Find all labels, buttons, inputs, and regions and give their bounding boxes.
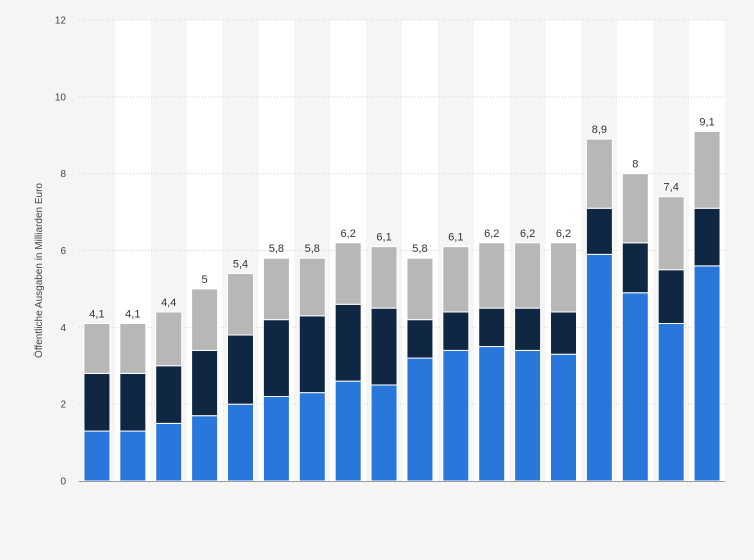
data-labels: 4,1 4,1 4,4 5 5,4 5,8 5,8 6,2 6,1 5,8 6,1 6,2 6,2 6,2… [89, 116, 714, 320]
bar-segment [370, 384, 398, 482]
bar-segment [83, 322, 111, 374]
data-label: 6,2 [520, 228, 535, 240]
bar-segment [406, 357, 434, 482]
data-label: 9,1 [699, 116, 714, 128]
bar-segment [621, 292, 649, 482]
bar-segment [298, 315, 326, 394]
bar-segment [442, 349, 470, 482]
bar-segment [478, 307, 506, 348]
bar-segment [370, 246, 398, 309]
data-label: 4,4 [161, 297, 176, 309]
y-tick-label: 8 [60, 169, 66, 180]
bar-segment [550, 311, 577, 355]
bar-segment [442, 246, 470, 313]
bar-segment [119, 430, 147, 482]
data-label: 6,2 [484, 228, 499, 240]
y-tick-label: 12 [55, 16, 67, 27]
bar-segment [155, 311, 183, 367]
y-axis-title: Öffentliche Ausgaben in Milliarden Euro [33, 183, 45, 358]
bar-segment [262, 257, 290, 321]
bar-segment [298, 257, 326, 317]
bar-segment [514, 349, 542, 482]
data-label: 5,4 [233, 259, 248, 271]
bar-segment [191, 415, 219, 482]
bar-segment [657, 322, 685, 482]
bar-segment [227, 334, 254, 405]
bar-segment [550, 353, 577, 482]
bar-segment [155, 365, 183, 424]
y-tick-label: 10 [55, 92, 67, 103]
data-label: 6,2 [556, 228, 571, 240]
bar-segment [693, 130, 721, 209]
bar-segment [227, 273, 254, 336]
data-label: 5 [202, 274, 208, 286]
bar-segment [478, 346, 506, 482]
data-label: 6,1 [376, 232, 391, 244]
bar-segment [585, 207, 613, 255]
bar-segment [119, 322, 147, 374]
data-label: 5,8 [269, 243, 284, 255]
bar-segment [83, 430, 111, 482]
bar-segment [334, 303, 362, 382]
bar-segment [406, 319, 434, 359]
bar-segment [298, 392, 326, 482]
data-label: 5,8 [305, 243, 320, 255]
bar-segment [514, 307, 542, 351]
bar-segment [262, 395, 290, 482]
bar-segment [550, 242, 577, 313]
data-label: 5,8 [412, 243, 427, 255]
bar-segment [334, 380, 362, 482]
y-axis-ticks: 0 2 4 6 8 10 12 [55, 16, 67, 488]
data-label: 4,1 [89, 308, 104, 320]
bar-segment [406, 257, 434, 321]
bar-segment [191, 288, 219, 351]
bar-segment [621, 242, 649, 294]
data-label: 6,1 [448, 232, 463, 244]
bar-segment [693, 265, 721, 482]
bar-segment [693, 207, 721, 267]
bar-segment [262, 319, 290, 397]
bar-segment [514, 242, 542, 309]
data-label: 8 [632, 159, 638, 171]
y-tick-label: 6 [60, 246, 66, 257]
bar-segment [334, 242, 362, 305]
y-tick-label: 4 [60, 323, 66, 334]
bars [83, 130, 721, 482]
data-label: 8,9 [592, 124, 607, 136]
data-label: 4,1 [125, 308, 140, 320]
data-label: 6,2 [341, 228, 356, 240]
bar-segment [585, 253, 613, 482]
bar-segment [119, 372, 147, 432]
bar-segment [191, 349, 219, 417]
bar-segment [83, 372, 111, 432]
data-label: 7,4 [664, 182, 679, 194]
y-tick-label: 0 [60, 477, 66, 488]
bar-segment [370, 307, 398, 386]
y-tick-label: 2 [60, 400, 66, 411]
bar-segment [155, 422, 183, 482]
bar-segment [621, 173, 649, 244]
bar-segment [478, 242, 506, 309]
bar-segment [227, 403, 254, 482]
bar-segment [442, 311, 470, 351]
bar-segment [657, 269, 685, 324]
bar-segment [585, 138, 613, 209]
bar-segment [657, 196, 685, 271]
